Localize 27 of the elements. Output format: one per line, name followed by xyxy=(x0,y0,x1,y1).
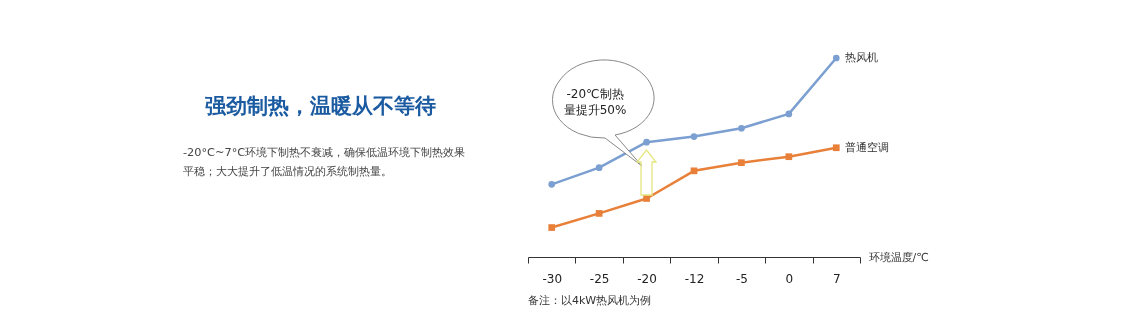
point xyxy=(595,164,603,171)
x-tick-label: -12 xyxy=(684,271,705,286)
point xyxy=(548,224,556,231)
text: 备注：以4kW热风机为例 xyxy=(528,293,652,308)
x-tick-label: -5 xyxy=(735,271,748,286)
x-tick-label: 0 xyxy=(785,271,794,286)
x-tick-label: -25 xyxy=(589,271,610,286)
point xyxy=(738,124,745,132)
series-label: 普通空调 xyxy=(845,140,890,154)
point xyxy=(832,144,840,152)
text: 强劲制热，温暖从不等待 xyxy=(203,93,437,120)
x-axis-title: 环境温度/℃ xyxy=(868,250,929,264)
annotation: -20℃制热量提升50% xyxy=(562,86,628,118)
point xyxy=(785,153,793,161)
x-tick-label: -20 xyxy=(637,271,657,286)
text: -20°C~7°C环境下制热不衰减，确保低温环境下制热效果平稳；大大提升了低温情况的系统制热量。 xyxy=(183,145,467,180)
x-tick-label: -30 xyxy=(542,271,563,286)
series-label: 热风机 xyxy=(845,51,879,64)
point xyxy=(738,159,745,167)
point xyxy=(548,181,556,188)
point xyxy=(690,133,698,140)
point xyxy=(832,54,840,62)
point xyxy=(643,138,650,146)
point xyxy=(595,210,603,217)
point xyxy=(785,110,793,118)
x-tick-label: 7 xyxy=(832,271,841,286)
point xyxy=(690,167,698,175)
